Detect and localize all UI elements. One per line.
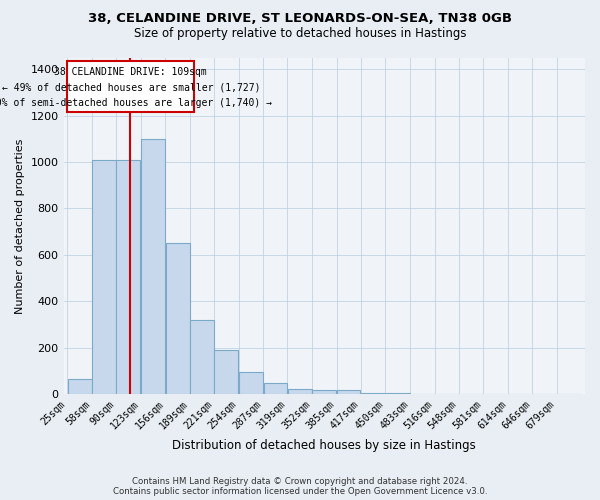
Text: 38, CELANDINE DRIVE, ST LEONARDS-ON-SEA, TN38 0GB: 38, CELANDINE DRIVE, ST LEONARDS-ON-SEA,… xyxy=(88,12,512,26)
Bar xyxy=(166,244,190,394)
Bar xyxy=(239,372,263,394)
Text: 38 CELANDINE DRIVE: 109sqm: 38 CELANDINE DRIVE: 109sqm xyxy=(55,67,207,77)
Text: Contains HM Land Registry data © Crown copyright and database right 2024.: Contains HM Land Registry data © Crown c… xyxy=(132,477,468,486)
Bar xyxy=(92,160,116,394)
Bar xyxy=(361,393,385,394)
Bar xyxy=(190,320,214,394)
Bar xyxy=(68,379,92,394)
Bar xyxy=(141,139,165,394)
Bar xyxy=(67,61,194,112)
Bar xyxy=(386,393,410,394)
Text: 50% of semi-detached houses are larger (1,740) →: 50% of semi-detached houses are larger (… xyxy=(0,98,272,108)
Bar xyxy=(116,160,140,394)
Bar xyxy=(287,388,311,394)
Bar xyxy=(263,382,287,394)
Bar xyxy=(313,390,336,394)
Text: Size of property relative to detached houses in Hastings: Size of property relative to detached ho… xyxy=(134,28,466,40)
Bar xyxy=(337,390,360,394)
Bar xyxy=(214,350,238,395)
Y-axis label: Number of detached properties: Number of detached properties xyxy=(15,138,25,314)
Text: Contains public sector information licensed under the Open Government Licence v3: Contains public sector information licen… xyxy=(113,487,487,496)
X-axis label: Distribution of detached houses by size in Hastings: Distribution of detached houses by size … xyxy=(172,440,476,452)
Text: ← 49% of detached houses are smaller (1,727): ← 49% of detached houses are smaller (1,… xyxy=(2,82,260,92)
